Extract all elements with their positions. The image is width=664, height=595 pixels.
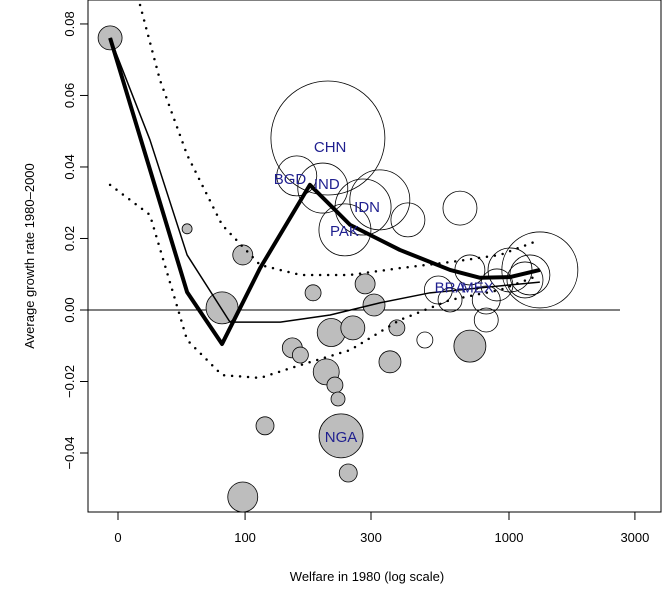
point (291, 346, 309, 364)
point (338, 463, 358, 483)
point (318, 203, 372, 257)
point (354, 273, 376, 295)
country-label: BGD (274, 171, 307, 188)
point (227, 481, 259, 513)
country-label: IDN (354, 199, 380, 216)
point (330, 391, 346, 407)
point (304, 284, 322, 302)
point (334, 178, 392, 236)
x-tick-label: 300 (360, 530, 382, 545)
smooth-line (108, 183, 542, 380)
country-label: IND (314, 176, 340, 193)
country-label: MEX (461, 279, 494, 296)
point (437, 287, 463, 313)
y-tick-label: 0.00 (62, 297, 77, 322)
point (316, 318, 346, 347)
point (390, 202, 426, 238)
point (473, 307, 499, 333)
point (255, 416, 275, 436)
point (340, 315, 366, 341)
point (232, 244, 254, 266)
y-tick-label: −0.04 (62, 437, 77, 470)
y-tick-label: 0.08 (62, 11, 77, 36)
point (270, 80, 386, 196)
country-label: CHN (314, 139, 347, 156)
point (326, 376, 344, 394)
x-axis-label: Welfare in 1980 (log scale) (290, 569, 444, 584)
point (378, 350, 402, 374)
point (509, 254, 551, 296)
country-label: PAK (330, 223, 359, 240)
point (453, 329, 487, 363)
point (442, 190, 478, 226)
y-axis-label: Average growth rate 1980–2000 (22, 163, 37, 349)
y-tick-label: 0.04 (62, 154, 77, 179)
point (416, 331, 434, 349)
point (276, 155, 318, 197)
point (318, 413, 364, 459)
point (181, 223, 193, 235)
point (388, 319, 406, 337)
x-tick-label: 1000 (495, 530, 524, 545)
x-tick-label: 100 (234, 530, 256, 545)
point (471, 285, 501, 315)
x-tick-label: 3000 (620, 530, 649, 545)
y-tick-label: −0.02 (62, 365, 77, 398)
point (506, 261, 544, 299)
smooth-line (108, 37, 541, 346)
point (349, 169, 411, 231)
y-tick-label: 0.02 (62, 226, 77, 251)
point (297, 162, 349, 214)
x-tick-label: 0 (114, 530, 121, 545)
smooth-line (109, 37, 540, 323)
country-label: BRA (435, 279, 466, 296)
plot-frame (87, 0, 662, 513)
country-label: NGA (325, 429, 358, 446)
y-tick-label: 0.06 (62, 83, 77, 108)
